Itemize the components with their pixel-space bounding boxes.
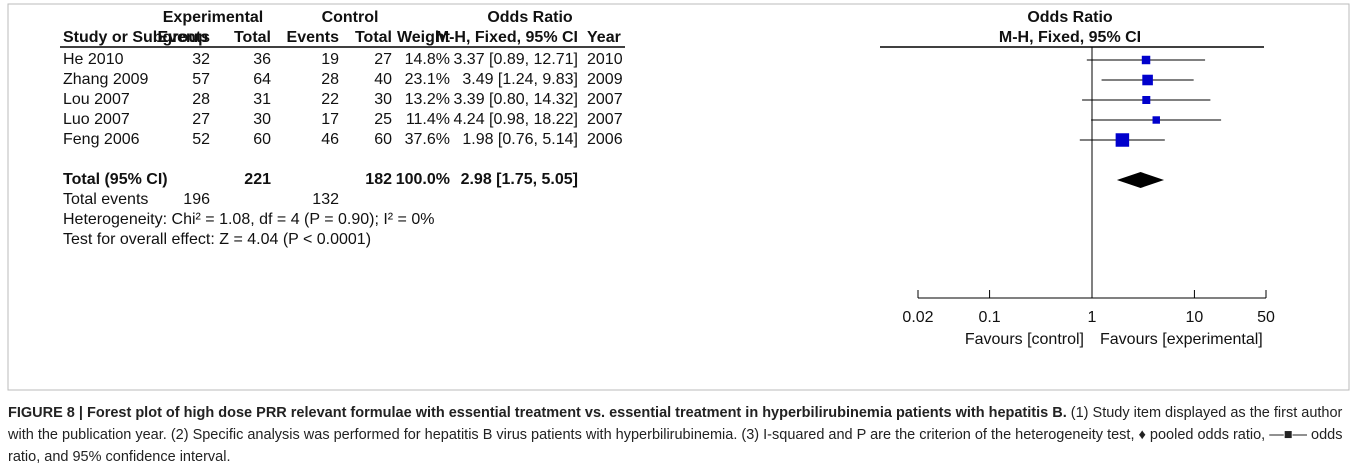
year: 2009 <box>587 71 623 88</box>
column-header: Events <box>158 29 211 46</box>
cell: 4.24 [0.98, 18.22] <box>453 111 578 128</box>
forest-plot: Experimental Control Odds Ratio Study or Su… <box>7 3 1350 391</box>
total-name: Total (95% CI) <box>63 171 168 188</box>
odds-ratio-square <box>1152 116 1160 124</box>
study-name: He 2010 <box>63 51 124 68</box>
x-tick-label: 50 <box>1257 309 1275 326</box>
cell: 1.98 [0.76, 5.14] <box>462 131 578 148</box>
x-tick-label: 0.1 <box>978 309 1000 326</box>
total-events-exp: 196 <box>183 191 210 208</box>
heterogeneity: Heterogeneity: Chi² = 1.08, df = 4 (P = … <box>63 211 434 228</box>
year: 2007 <box>587 111 623 128</box>
total-cell: 2.98 [1.75, 5.05] <box>461 171 578 188</box>
total-cell: 182 <box>365 171 392 188</box>
cell: 17 <box>321 111 339 128</box>
plot-header: Odds Ratio <box>1027 9 1113 26</box>
caption-title: FIGURE 8 | Forest plot of high dose PRR … <box>8 405 1067 421</box>
group-header: Control <box>322 9 379 26</box>
group-header: Experimental <box>163 9 263 26</box>
cell: 22 <box>321 91 339 108</box>
cell: 36 <box>253 51 271 68</box>
total-cell: 100.0% <box>396 171 450 188</box>
cell: 3.49 [1.24, 9.83] <box>462 71 578 88</box>
column-header: Year <box>587 29 621 46</box>
cell: 27 <box>374 51 392 68</box>
cell: 57 <box>192 71 210 88</box>
year: 2006 <box>587 131 623 148</box>
cell: 13.2% <box>405 91 450 108</box>
cell: 60 <box>253 131 271 148</box>
column-header: Total <box>355 29 392 46</box>
cell: 40 <box>374 71 392 88</box>
odds-ratio-square <box>1142 74 1153 86</box>
year: 2010 <box>587 51 623 68</box>
odds-ratio-square <box>1142 96 1151 104</box>
x-tick-label: 0.02 <box>902 309 933 326</box>
column-header: M-H, Fixed, 95% CI <box>436 29 578 46</box>
caption-text: (1) Study item displayed as the first au… <box>8 405 1343 465</box>
total-events-label: Total events <box>63 191 148 208</box>
cell: 30 <box>253 111 271 128</box>
cell: 11.4% <box>406 111 450 128</box>
column-header: Weight <box>397 29 451 46</box>
cell: 60 <box>374 131 392 148</box>
cell: 27 <box>192 111 210 128</box>
study-name: Feng 2006 <box>63 131 140 148</box>
caption: FIGURE 8 | Forest plot of high dose PRR … <box>8 402 1348 468</box>
total-events-ctl: 132 <box>312 191 339 208</box>
column-header: Events <box>287 29 340 46</box>
column-header: Study or Subgroup <box>63 29 208 46</box>
cell: 28 <box>192 91 210 108</box>
study-name: Luo 2007 <box>63 111 130 128</box>
cell: 19 <box>321 51 339 68</box>
cell: 30 <box>374 91 392 108</box>
cell: 37.6% <box>405 131 450 148</box>
study-name: Zhang 2009 <box>63 71 149 88</box>
cell: 3.37 [0.89, 12.71] <box>453 51 578 68</box>
cell: 25 <box>374 111 392 128</box>
cell: 32 <box>192 51 210 68</box>
overall-effect: Test for overall effect: Z = 4.04 (P < 0… <box>63 231 371 248</box>
year: 2007 <box>587 91 623 108</box>
cell: 52 <box>192 131 210 148</box>
column-header: Total <box>234 29 271 46</box>
cell: 64 <box>253 71 271 88</box>
total-cell: 221 <box>244 171 271 188</box>
favours-right: Favours [experimental] <box>1100 331 1263 348</box>
plot-header: M-H, Fixed, 95% CI <box>999 29 1141 46</box>
odds-ratio-square <box>1141 55 1151 65</box>
pooled-diamond <box>1116 172 1165 188</box>
cell: 46 <box>321 131 339 148</box>
x-tick-label: 1 <box>1088 309 1097 326</box>
cell: 3.39 [0.80, 14.32] <box>453 91 578 108</box>
cell: 14.8% <box>405 51 450 68</box>
study-name: Lou 2007 <box>63 91 130 108</box>
cell: 31 <box>253 91 271 108</box>
cell: 23.1% <box>405 71 450 88</box>
frame <box>7 3 1350 391</box>
favours-left: Favours [control] <box>965 331 1084 348</box>
odds-ratio-square <box>1115 133 1130 147</box>
group-header: Odds Ratio <box>487 9 573 26</box>
cell: 28 <box>321 71 339 88</box>
x-tick-label: 10 <box>1186 309 1204 326</box>
